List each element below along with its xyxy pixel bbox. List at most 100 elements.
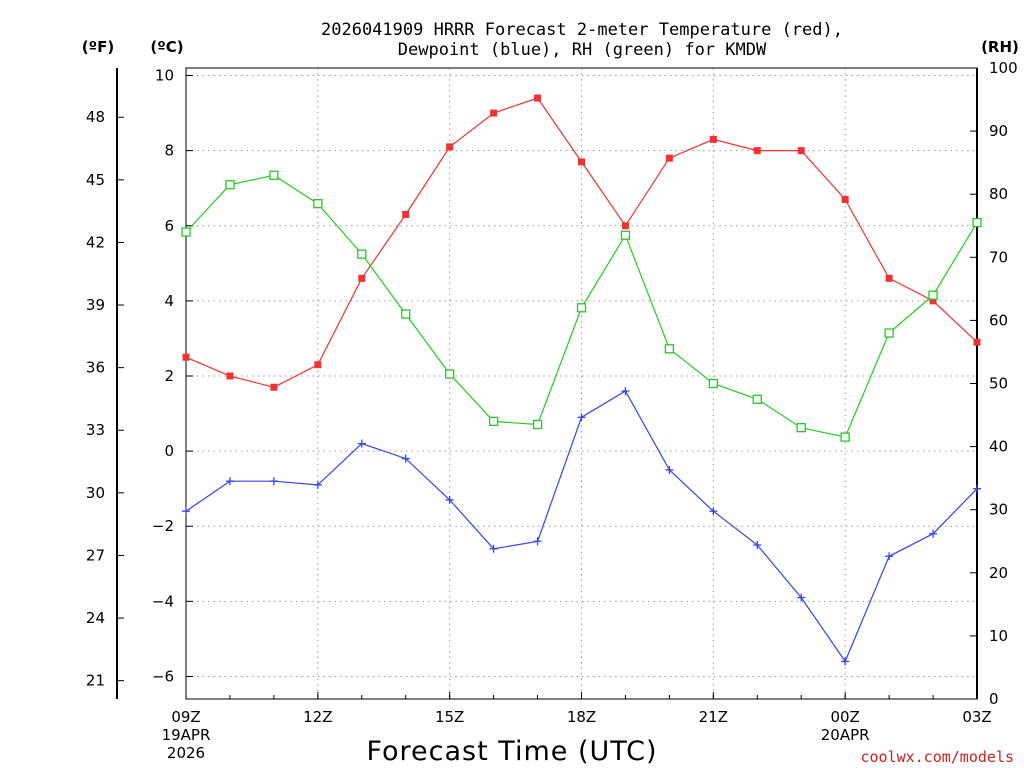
x-tick-label: 00Z xyxy=(830,708,859,726)
x-tick-label: 15Z xyxy=(435,708,464,726)
x-tick-label: 03Z xyxy=(962,708,991,726)
dewpoint-point xyxy=(665,465,674,474)
rh-tick-label: 50 xyxy=(989,375,1008,393)
dewpoint-point xyxy=(621,387,630,396)
temperature-point xyxy=(753,147,761,155)
credit-text: coolwx.com/models xyxy=(860,748,1014,766)
temperature-point xyxy=(490,109,498,117)
temperature-point xyxy=(621,222,629,230)
relative-humidity-point xyxy=(445,369,455,379)
relative-humidity-point xyxy=(620,230,631,240)
relative-humidity-point xyxy=(796,423,806,433)
rh-tick-label: 80 xyxy=(989,185,1008,203)
celsius-tick-label: 6 xyxy=(164,217,174,235)
dewpoint-point xyxy=(885,552,894,561)
relative-humidity-point xyxy=(313,199,323,209)
temperature-point xyxy=(797,147,805,155)
series-layer xyxy=(181,94,982,666)
x-tick-year-label: 2026 xyxy=(167,744,205,762)
temperature-point xyxy=(885,274,893,282)
relative-humidity-point xyxy=(532,419,543,430)
dewpoint-point xyxy=(929,529,938,538)
rh-tick-label: 0 xyxy=(989,690,999,708)
dewpoint-point xyxy=(709,507,718,516)
relative-humidity-point xyxy=(840,432,850,442)
temperature-point xyxy=(182,353,190,361)
relative-humidity-point xyxy=(401,309,411,319)
celsius-tick-label: 4 xyxy=(164,292,174,310)
celsius-tick-label: 10 xyxy=(155,67,174,85)
dewpoint-point xyxy=(533,537,542,546)
temperature-point xyxy=(578,158,585,166)
celsius-tick-label: 0 xyxy=(164,442,174,460)
dewpoint-point xyxy=(401,454,410,463)
relative-humidity-point xyxy=(664,344,675,354)
celsius-tick-label: −4 xyxy=(152,592,174,610)
relative-humidity-point xyxy=(357,249,367,259)
fahrenheit-tick-label: 48 xyxy=(86,108,105,126)
rh-unit-label: (RH) xyxy=(981,38,1019,56)
temperature-point xyxy=(709,135,717,143)
temperature-point xyxy=(534,94,542,102)
temperature-point xyxy=(226,372,234,380)
dewpoint-point xyxy=(225,477,234,486)
rh-tick-label: 70 xyxy=(989,248,1008,266)
axes xyxy=(116,67,978,700)
relative-humidity-point xyxy=(181,227,191,237)
temperature-point xyxy=(665,154,673,162)
fahrenheit-tick-label: 36 xyxy=(86,359,105,377)
temperature-point xyxy=(841,195,849,203)
rh-tick-label: 90 xyxy=(989,122,1008,140)
fahrenheit-tick-label: 21 xyxy=(86,672,105,690)
dewpoint-point xyxy=(313,480,322,489)
fahrenheit-unit-label: (ºF) xyxy=(82,38,114,56)
x-tick-label: 18Z xyxy=(567,708,596,726)
relative-humidity-point xyxy=(752,394,762,404)
fahrenheit-tick-label: 42 xyxy=(86,233,105,251)
relative-humidity-point xyxy=(269,170,279,180)
temperature-point xyxy=(402,210,410,218)
dewpoint-point xyxy=(182,507,190,516)
rh-tick-label: 20 xyxy=(989,564,1008,582)
relative-humidity-point xyxy=(972,217,982,228)
dewpoint-point xyxy=(577,413,586,422)
dewpoint-point xyxy=(753,541,762,550)
dewpoint-point xyxy=(973,484,981,493)
dewpoint-point xyxy=(445,495,454,504)
fahrenheit-tick-label: 33 xyxy=(86,421,105,439)
tick-labels: −6−4−20246810212427303336394245480102030… xyxy=(86,59,1018,762)
rh-tick-label: 30 xyxy=(989,501,1008,519)
x-axis-label: Forecast Time (UTC) xyxy=(366,736,657,767)
relative-humidity-point xyxy=(928,290,938,300)
celsius-tick-label: 8 xyxy=(164,142,174,160)
rh-tick-label: 100 xyxy=(989,59,1018,77)
fahrenheit-tick-label: 39 xyxy=(86,296,105,314)
dewpoint-point xyxy=(269,477,278,486)
celsius-tick-label: −2 xyxy=(152,517,174,535)
temperature-point xyxy=(314,361,322,369)
x-tick-label: 12Z xyxy=(303,708,332,726)
fahrenheit-tick-label: 45 xyxy=(86,171,105,189)
x-tick-date-label: 19APR xyxy=(162,726,211,744)
dewpoint-point xyxy=(489,544,498,553)
temperature-point xyxy=(446,143,454,151)
gridlines xyxy=(186,68,977,699)
celsius-unit-label: (ºC) xyxy=(150,38,183,56)
temperature-point xyxy=(929,297,937,305)
rh-tick-label: 10 xyxy=(989,627,1008,645)
temperature-point xyxy=(973,338,981,346)
x-tick-date-label: 20APR xyxy=(821,726,870,744)
rh-tick-label: 40 xyxy=(989,438,1008,456)
dewpoint-point xyxy=(841,657,850,666)
rh-tick-label: 60 xyxy=(989,311,1008,329)
fahrenheit-tick-label: 27 xyxy=(86,546,105,564)
fahrenheit-tick-label: 24 xyxy=(86,609,105,627)
x-tick-label: 21Z xyxy=(699,708,728,726)
dewpoint-point xyxy=(357,439,366,448)
relative-humidity-point xyxy=(488,416,499,427)
celsius-tick-label: 2 xyxy=(164,367,174,385)
chart-title-line1: 2026041909 HRRR Forecast 2-meter Tempera… xyxy=(321,20,843,40)
chart-title-line2: Dewpoint (blue), RH (green) for KMDW xyxy=(398,40,767,60)
x-tick-label: 09Z xyxy=(171,708,200,726)
